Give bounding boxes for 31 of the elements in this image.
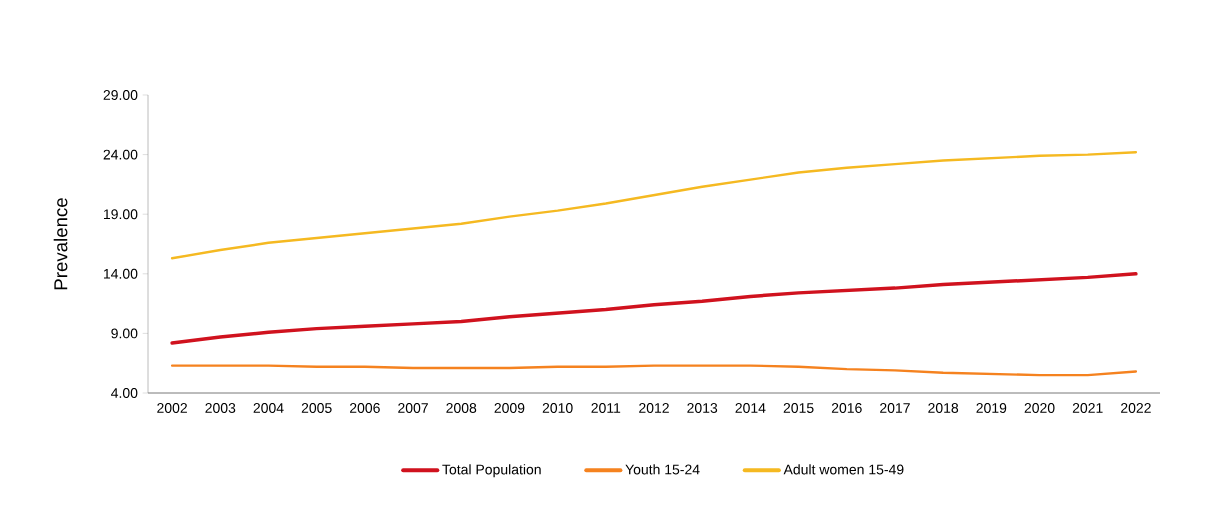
x-tick-label: 2010 <box>542 403 573 413</box>
x-tick-label: 2013 <box>687 403 718 413</box>
x-tick-label: 2014 <box>735 403 766 413</box>
legend-label: Adult women 15-49 <box>783 464 904 475</box>
x-tick-label: 2020 <box>1024 403 1055 413</box>
y-tick-label: 9.00 <box>111 328 138 339</box>
x-tick-label: 2002 <box>157 403 187 413</box>
x-tick-label: 2007 <box>398 403 428 413</box>
legend-label: Youth 15-24 <box>625 464 700 475</box>
x-tick-label: 2017 <box>880 403 910 413</box>
x-tick-label: 2018 <box>928 403 959 413</box>
x-tick-label: 2005 <box>301 403 332 413</box>
y-tick-label: 14.00 <box>104 268 138 279</box>
x-tick-label: 2015 <box>783 403 814 413</box>
x-tick-label: 2021 <box>1072 403 1103 413</box>
y-tick-label: 29.00 <box>103 90 138 100</box>
y-tick-label: 24.00 <box>103 149 138 160</box>
x-tick-label: 2003 <box>205 403 236 413</box>
y-axis-title: Prevalence <box>53 198 68 290</box>
x-tick-label: 2019 <box>976 403 1007 413</box>
x-tick-label: 2016 <box>831 403 862 413</box>
y-tick-label: 4.00 <box>111 388 138 398</box>
x-tick-label: 2022 <box>1121 403 1151 413</box>
x-tick-label: 2009 <box>494 403 525 413</box>
x-tick-label: 2012 <box>639 403 669 413</box>
y-tick-label: 19.00 <box>104 209 138 220</box>
legend-label: Total Population <box>442 464 541 478</box>
x-tick-label: 2011 <box>591 403 621 413</box>
x-tick-label: 2008 <box>446 403 477 413</box>
x-tick-label: 2004 <box>253 403 284 413</box>
x-tick-label: 2006 <box>350 403 380 413</box>
